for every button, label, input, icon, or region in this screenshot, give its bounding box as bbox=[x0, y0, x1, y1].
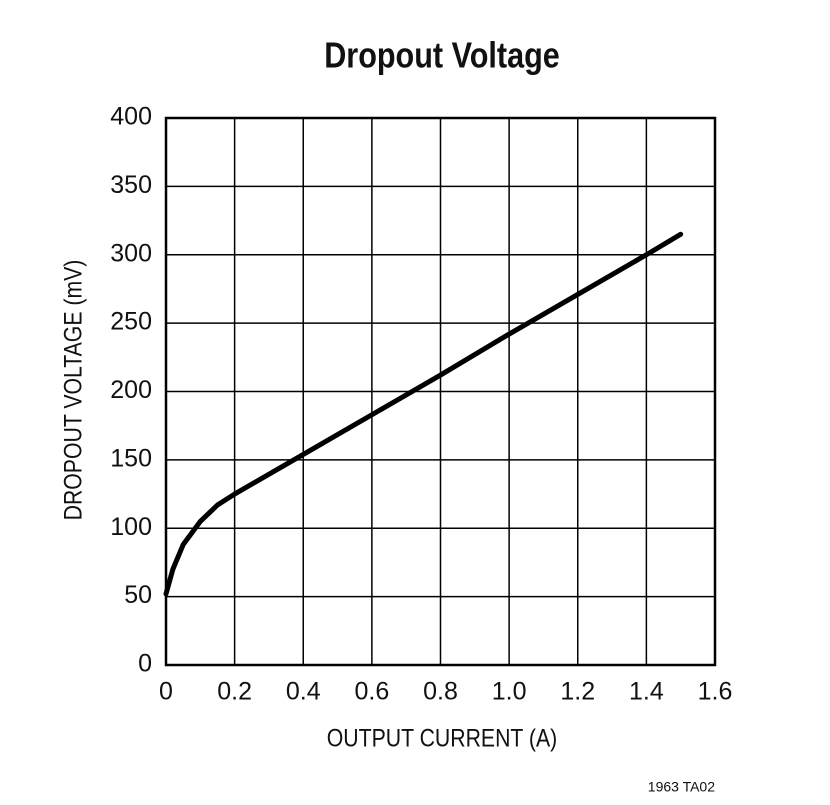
figure-note: 1963 TA02 bbox=[648, 779, 715, 795]
y-tick-label: 100 bbox=[110, 513, 152, 541]
x-tick-label: 0 bbox=[159, 678, 173, 706]
x-tick-label: 1.0 bbox=[492, 678, 527, 706]
x-tick-label: 0.2 bbox=[217, 678, 252, 706]
chart-title: Dropout Voltage bbox=[324, 36, 560, 76]
plot-frame bbox=[164, 116, 717, 667]
y-tick-label: 150 bbox=[110, 444, 152, 472]
y-tick-label: 200 bbox=[110, 376, 152, 404]
y-tick-label: 400 bbox=[110, 103, 152, 131]
x-tick-label: 1.2 bbox=[560, 678, 595, 706]
x-tick-label: 1.6 bbox=[698, 678, 733, 706]
data-line bbox=[163, 231, 684, 597]
x-tick-label: 1.4 bbox=[629, 678, 664, 706]
x-axis-label: OUTPUT CURRENT (A) bbox=[327, 724, 557, 752]
y-tick-label: 350 bbox=[110, 171, 152, 199]
y-tick-label: 0 bbox=[138, 650, 152, 678]
y-axis-label: DROPOUT VOLTAGE (mV) bbox=[59, 260, 87, 521]
y-tick-label: 300 bbox=[110, 239, 152, 267]
y-tick-label: 250 bbox=[110, 308, 152, 336]
x-tick-label: 0.8 bbox=[423, 678, 458, 706]
x-tick-label: 0.6 bbox=[354, 678, 389, 706]
y-tick-label: 50 bbox=[124, 581, 152, 609]
x-tick-label: 0.4 bbox=[286, 678, 321, 706]
